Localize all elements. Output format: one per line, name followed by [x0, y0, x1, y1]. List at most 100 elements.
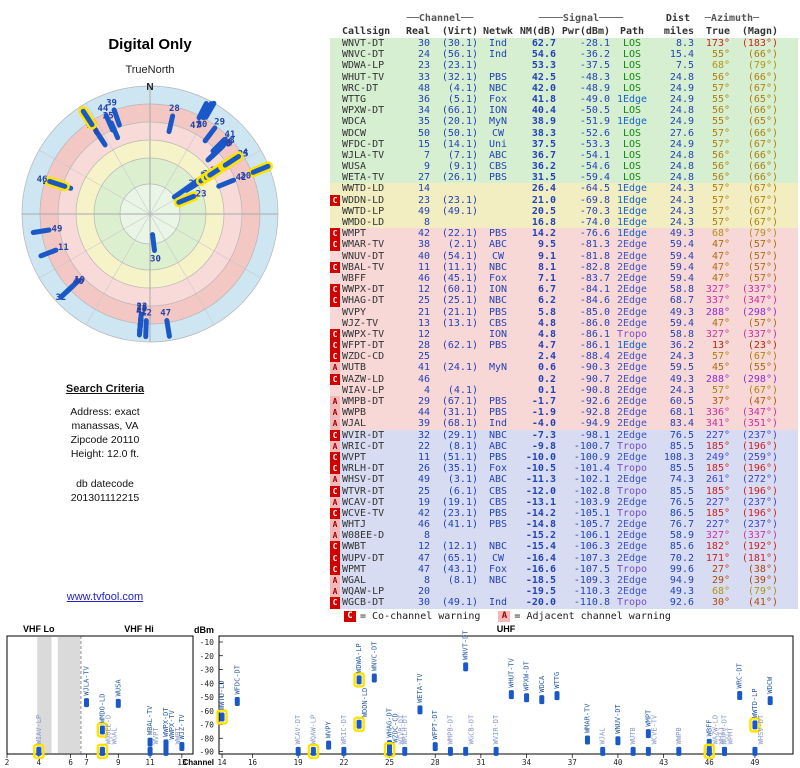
- svg-text:28: 28: [169, 104, 180, 114]
- distance: 8.3: [675, 38, 694, 49]
- callsign: WDCW: [342, 127, 367, 139]
- distance: 24.3: [669, 384, 694, 396]
- network: [480, 217, 516, 228]
- virtual-channel: (65.1): [441, 552, 478, 564]
- virtual-channel: (3.1): [447, 474, 478, 486]
- svg-text:WWPX-DT: WWPX-DT: [162, 707, 170, 737]
- distance: 36.2: [669, 340, 694, 352]
- distance: 24.3: [669, 183, 694, 195]
- network: [480, 195, 516, 206]
- power: -102.1: [573, 474, 610, 486]
- real-channel: 7: [423, 149, 430, 161]
- virtual-channel: (6.1): [447, 485, 478, 497]
- network: [480, 586, 516, 597]
- svg-text:34: 34: [522, 758, 532, 767]
- virtual-channel: (11.1): [441, 261, 478, 273]
- co-channel-label: = Co-channel warning: [360, 611, 481, 622]
- power: -48.3: [579, 71, 610, 83]
- callsign: WJAL: [342, 418, 367, 430]
- noise-margin: -12.0: [525, 485, 556, 497]
- power: -88.4: [579, 351, 610, 363]
- azimuth-magnetic: (196°): [741, 507, 778, 519]
- distance: 94.9: [669, 575, 694, 586]
- virtual-channel: (41.1): [441, 519, 478, 531]
- tvfool-link[interactable]: www.tvfool.com: [66, 591, 144, 603]
- power: -83.7: [579, 272, 610, 284]
- azimuth-magnetic: (337°): [741, 530, 778, 542]
- power: -110.8: [573, 597, 610, 609]
- power: -84.1: [579, 284, 610, 296]
- svg-text:WCAV-DT: WCAV-DT: [294, 714, 302, 744]
- search-criteria-line: Height: 12.0 ft.: [70, 448, 140, 460]
- real-channel: 9: [423, 161, 430, 173]
- table-row: WUSA 9 (9.1) CBS 36.2 -54.6 LOS 24.8 56° (66°): [330, 161, 798, 173]
- table-row: C WVPT 11 (51.1) PBS -10.0 -100.9 2Edge 108.3 249…: [330, 451, 798, 464]
- azimuth-true: 249°: [705, 451, 730, 463]
- distance: 108.3: [663, 451, 694, 463]
- table-row: WTTG 36 (5.1) Fox 41.8 -49.0 1Edge 24.9 55° (65°): [330, 93, 798, 106]
- table-row: WHUT-TV 33 (32.1) PBS 42.5 -48.3 LOS 24.8 56° (66…: [330, 71, 798, 83]
- path: 2Edge: [616, 519, 648, 531]
- callsign: WWPX-TV: [342, 328, 385, 340]
- distance: 59.4: [669, 250, 694, 262]
- table-row: C WPMT 47 (43.1) Fox -16.6 -107.5 Tropo 99.6 27° (…: [330, 563, 798, 575]
- warning-badge: [330, 161, 340, 172]
- warning-badge: C: [330, 295, 340, 307]
- power: -74.0: [579, 217, 610, 228]
- azimuth-true: 185°: [705, 507, 730, 519]
- callsign: WHTJ: [342, 519, 367, 531]
- table-row: A WMPB-DT 29 (67.1) PBS -1.7 -92.6 2Edge 60.5 37°…: [330, 396, 798, 408]
- path: 2Edge: [616, 586, 648, 598]
- noise-margin: 41.8: [531, 93, 556, 105]
- real-channel: 26: [417, 463, 430, 475]
- svg-text:WVIR-DT: WVIR-DT: [492, 714, 500, 744]
- warn-column-header: [330, 25, 340, 38]
- svg-text:23: 23: [196, 189, 207, 199]
- azimuth-true: 56°: [711, 161, 730, 173]
- virtual-channel: (51.1): [441, 451, 478, 463]
- table-row: WPXW-DT 34 (66.1) ION 40.4 -50.5 LOS 24.8 56° (66…: [330, 105, 798, 117]
- real-channel: 15: [417, 138, 430, 150]
- distance: 58.8: [669, 284, 694, 296]
- svg-text:22: 22: [339, 758, 348, 767]
- azimuth-magnetic: (237°): [741, 519, 778, 531]
- svg-text:WDCW: WDCW: [766, 676, 774, 694]
- table-row: C WWBT 12 (12.1) NBC -15.4 -106.3 2Edge 85.6 182°…: [330, 541, 798, 553]
- azimuth-true: 45°: [711, 362, 730, 374]
- table-row: C WAZW-LD 46 0.2 -90.7 2Edge 49.3 288° (298°): [330, 373, 798, 385]
- noise-margin: -7.3: [531, 429, 556, 441]
- path: 1Edge: [616, 205, 648, 217]
- real-channel: 30: [417, 38, 430, 49]
- virtual-channel: (5.1): [447, 93, 478, 105]
- svg-text:46: 46: [73, 277, 84, 287]
- callsign: WWTD-LD: [342, 183, 385, 195]
- warning-badge: A: [330, 396, 340, 408]
- svg-text:WNVT-DT: WNVT-DT: [462, 630, 470, 660]
- path: 2Edge: [616, 575, 648, 586]
- distance: 85.5: [669, 440, 694, 452]
- azimuth-magnetic: (79°): [747, 60, 778, 72]
- svg-text:8: 8: [94, 127, 99, 137]
- azimuth-magnetic: (47°): [747, 396, 778, 407]
- real-channel: 8: [423, 530, 430, 542]
- power: -107.5: [573, 563, 610, 575]
- path: 1Edge: [616, 116, 648, 128]
- svg-text:WUTB: WUTB: [629, 727, 637, 744]
- azimuth-magnetic: (67°): [747, 205, 778, 217]
- virtual-channel: (20.1): [441, 116, 478, 128]
- svg-text:42: 42: [236, 173, 247, 183]
- network: PBS: [488, 228, 508, 240]
- power: -107.3: [573, 552, 610, 564]
- svg-text:WWPX-TV: WWPX-TV: [168, 709, 176, 739]
- path: 1Edge: [616, 194, 648, 206]
- distance: 24.8: [669, 161, 694, 173]
- path: 2Edge: [616, 384, 648, 396]
- svg-text:-60: -60: [200, 707, 215, 716]
- azimuth-magnetic: (67°): [747, 194, 778, 206]
- distance: 24.8: [669, 149, 694, 161]
- network: CBS: [488, 317, 508, 329]
- azimuth-magnetic: (55°): [747, 362, 778, 374]
- warning-badge: C: [330, 597, 340, 609]
- callsign-header: Callsign: [342, 26, 391, 37]
- azimuth-true: 336°: [705, 407, 730, 419]
